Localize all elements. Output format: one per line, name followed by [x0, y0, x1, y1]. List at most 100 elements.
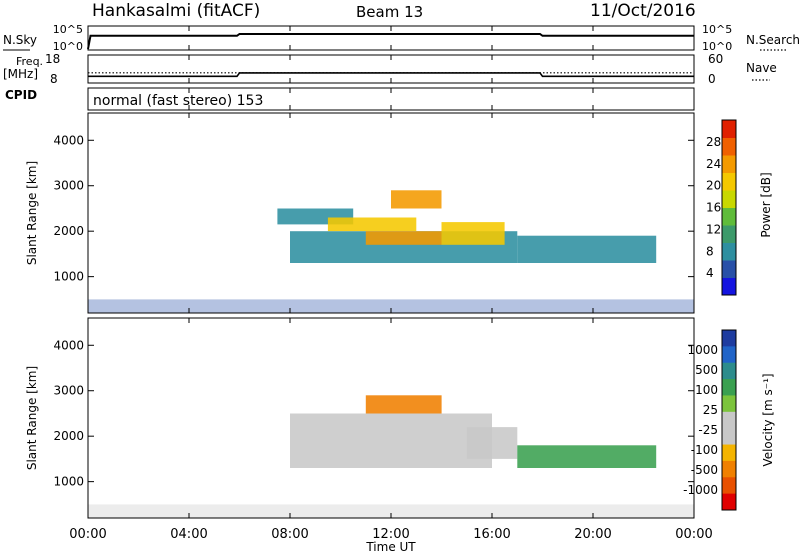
ytick-label: 3000 — [53, 179, 84, 193]
date-title: 11/Oct/2016 — [590, 1, 696, 21]
freq-label-1: Freq. — [16, 55, 43, 68]
heatmap-region — [517, 235, 657, 263]
colorbar-swatch — [722, 444, 736, 462]
colorbar-swatch — [722, 493, 736, 511]
colorbar-swatch — [722, 155, 736, 173]
freq-trace-group — [88, 72, 694, 78]
colorbar-swatch — [722, 362, 736, 380]
colorbar-swatch — [722, 277, 736, 296]
colorbar-swatch — [722, 137, 736, 156]
colorbar-swatch — [722, 395, 736, 413]
power-colorbar: 4 8 12 16 20 24 28 — [706, 119, 737, 296]
beam-title: Beam 13 — [356, 3, 423, 21]
power-yaxis: 1000 2000 3000 4000 — [53, 133, 694, 284]
time-axis: 00:00 04:00 08:00 12:00 16:00 20:00 00:00 — [69, 26, 713, 542]
colorbar-tick-label: 12 — [706, 222, 721, 236]
heatmap-region — [88, 299, 694, 313]
colorbar-tick-label: 25 — [703, 403, 718, 417]
freq-left-tick-top: 18 — [45, 52, 60, 66]
ytick-label: 3000 — [53, 384, 84, 398]
colorbar-swatch — [722, 260, 736, 278]
ytick-label: 1000 — [53, 475, 84, 489]
colorbar-tick-label: -25 — [698, 423, 718, 437]
power-panel-bg — [88, 113, 694, 313]
colorbar-tick-label: -100 — [691, 443, 718, 457]
ytick-label: 1000 — [53, 270, 84, 284]
nsky-left-tick-bottom: 10^0 — [53, 40, 83, 53]
station-title: Hankasalmi (fitACF) — [92, 1, 260, 21]
nsearch-label: N.Search — [746, 33, 800, 47]
xaxis-label: Time UT — [365, 540, 416, 554]
power-data-group — [88, 190, 694, 313]
xtick-label: 00:00 — [69, 527, 106, 542]
colorbar-swatch — [722, 120, 736, 138]
colorbar-swatch — [722, 477, 736, 495]
colorbar-swatch — [722, 172, 736, 191]
nave-label: Nave — [746, 61, 777, 75]
freq-label-2: [MHz] — [3, 67, 38, 81]
heatmap-region — [517, 445, 657, 468]
heatmap-region — [365, 231, 442, 245]
xtick-label: 12:00 — [372, 527, 409, 542]
colorbar-swatch — [722, 379, 736, 396]
colorbar-frame — [721, 329, 737, 511]
colorbar-tick-label: -1000 — [683, 483, 718, 497]
colorbar-tick-label: 100 — [695, 383, 718, 397]
colorbar-swatch — [722, 242, 736, 261]
colorbar-swatch — [722, 428, 736, 446]
nsky-line — [87, 33, 694, 50]
ytick-label: 4000 — [53, 133, 84, 147]
colorbar-tick-label: 28 — [706, 135, 721, 149]
colorbar-tick-label: 24 — [706, 157, 721, 171]
colorbar-swatch — [722, 207, 736, 226]
colorbar-frame — [721, 119, 737, 296]
colorbar-swatch — [722, 460, 736, 478]
colorbar-swatch — [722, 225, 736, 243]
heatmap-region — [466, 427, 518, 459]
nsky-left-tick-top: 10^5 — [53, 23, 83, 36]
power-ylabel: Slant Range [km] — [25, 161, 39, 265]
colorbar-tick-label: 16 — [706, 201, 721, 215]
heatmap-region — [441, 222, 505, 245]
freq-line — [88, 72, 694, 78]
colorbar-tick-label: -500 — [691, 463, 718, 477]
colorbar-swatch — [722, 346, 736, 364]
nave-right-tick-bottom: 0 — [708, 72, 716, 86]
xtick-label: 08:00 — [271, 527, 308, 542]
nsky-label: N.Sky — [3, 33, 37, 47]
xtick-label: 16:00 — [473, 527, 510, 542]
power-colorbar-title: Power [dB] — [759, 172, 773, 237]
colorbar-tick-label: 8 — [706, 244, 714, 258]
velocity-colorbar-title: Velocity [m s⁻¹] — [761, 373, 775, 466]
colorbar-swatch — [722, 411, 736, 429]
nave-right-tick-top: 60 — [708, 52, 723, 66]
xtick-label: 04:00 — [170, 527, 207, 542]
heatmap-region — [391, 190, 442, 209]
velocity-data-group — [88, 395, 694, 518]
colorbar-swatch — [722, 330, 736, 347]
heatmap-region — [88, 504, 694, 518]
nsearch-right-tick-bottom: 10^0 — [702, 40, 732, 53]
colorbar-tick-label: 20 — [706, 179, 721, 193]
xtick-label: 20:00 — [574, 527, 611, 542]
colorbar-tick-label: 4 — [706, 266, 714, 280]
colorbar-swatch — [722, 190, 736, 208]
velocity-ylabel: Slant Range [km] — [25, 366, 39, 470]
colorbar-tick-label: 500 — [695, 363, 718, 377]
ytick-label: 2000 — [53, 224, 84, 238]
nsky-trace-group — [87, 33, 694, 50]
heatmap-region — [290, 413, 492, 468]
ytick-label: 2000 — [53, 429, 84, 443]
colorbar-tick-label: 1000 — [687, 343, 718, 357]
cpid-text: normal (fast stereo) 153 — [93, 93, 263, 109]
ytick-label: 4000 — [53, 338, 84, 352]
nsearch-right-tick-top: 10^5 — [702, 23, 732, 36]
velocity-yaxis: 1000 2000 3000 4000 — [53, 338, 694, 489]
cpid-label: CPID — [5, 88, 37, 102]
heatmap-region — [365, 395, 442, 414]
heatmap-region — [327, 217, 417, 232]
xtick-label: 00:00 — [675, 527, 712, 542]
freq-left-tick-bottom: 8 — [50, 72, 58, 86]
velocity-colorbar: 1000 500 100 25 -25 -100 -500 -1000 — [683, 329, 737, 511]
